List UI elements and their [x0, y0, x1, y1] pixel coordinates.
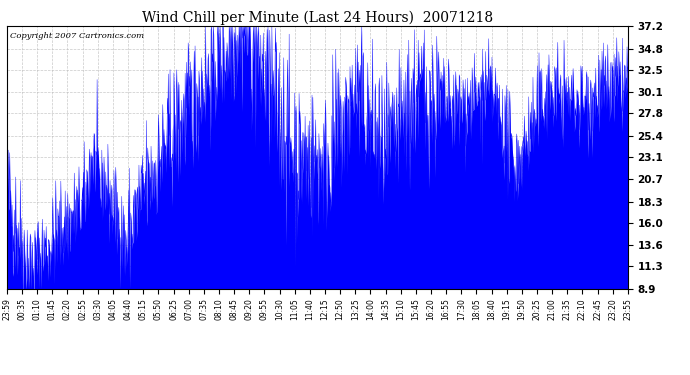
- Title: Wind Chill per Minute (Last 24 Hours)  20071218: Wind Chill per Minute (Last 24 Hours) 20…: [142, 11, 493, 25]
- Text: Copyright 2007 Cartronics.com: Copyright 2007 Cartronics.com: [10, 32, 144, 39]
